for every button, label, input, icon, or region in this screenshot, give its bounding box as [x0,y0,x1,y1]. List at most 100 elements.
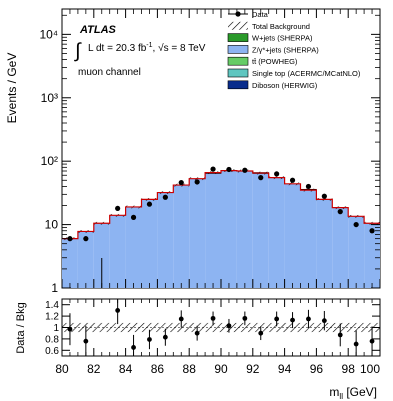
y-tick-label: 10³ [41,91,58,105]
legend-label: Diboson (HERWIG) [252,81,318,90]
ratio-point [115,308,121,313]
ratio-point [83,338,89,344]
data-point [115,205,121,212]
ratio-point [369,338,375,344]
ratio-point [242,315,248,321]
x-tick-label: 86 [151,362,165,376]
x-axis-unit: [GeV] [343,385,377,399]
bar-z-jets-sherpa- [316,199,333,288]
ratio-point [274,316,280,322]
data-point [210,166,216,172]
x-tick-label: 94 [278,362,292,376]
bar-z-jets-sherpa- [77,231,94,288]
lumi-superscript: -1 [146,42,152,49]
data-point [146,201,153,207]
ratio-point [162,334,168,340]
data-point [178,179,184,186]
ratio-y-tick-label: 1 [53,323,59,334]
ratio-point [353,341,359,347]
y-tick-label: 10² [41,154,58,168]
ratio-point [226,323,232,329]
data-point [194,179,200,185]
bar-z-jets-sherpa- [157,192,174,288]
data-point [67,236,73,242]
bar-z-jets-sherpa- [125,206,142,288]
x-tick-label: 100 [360,362,380,376]
bar-z-jets-sherpa- [93,223,110,288]
bar-z-jets-sherpa- [236,171,253,288]
data-point [337,209,343,215]
data-point [353,221,359,228]
data-point [305,183,312,190]
bar-z-jets-sherpa- [364,223,380,288]
ratio-y-tick-label: 0.6 [45,346,59,357]
legend-data-marker [235,11,241,17]
bar-z-jets-sherpa- [62,238,78,288]
data-point [274,171,280,177]
x-axis-label: mll [GeV] [329,385,377,401]
ratio-point [306,316,311,322]
bar-z-jets-sherpa- [332,207,349,288]
y-tick-label: 10⁴ [39,27,58,41]
ratio-point [131,345,136,350]
legend-label: Single top (ACERMC/MCatNLO) [252,69,361,78]
x-tick-label: 98 [342,362,356,376]
legend-label: Data [252,10,269,19]
data-point [321,193,327,199]
x-tick-label: 90 [214,362,228,376]
data-point [289,177,296,183]
bar-z-jets-sherpa- [348,216,365,288]
legend-label: Z/γ*+jets (SHERPA) [252,45,319,54]
x-tick-label: 88 [183,362,197,376]
bar-z-jets-sherpa- [109,215,126,288]
legend-swatch [227,33,249,42]
ratio-point [290,317,295,323]
ratio-y-axis-label: Data / Bkg [15,302,27,353]
channel-label: muon channel [78,67,141,78]
data-point [83,236,89,242]
sqrt-symbol: √ [158,42,164,54]
data-point [130,214,137,220]
bar-z-jets-sherpa- [284,183,301,288]
integral-sign: ∫ [74,40,82,62]
ratio-point [258,330,264,336]
legend-swatch [227,68,249,78]
legend-swatch [227,80,249,90]
ratio-point [321,318,327,324]
y-tick-label: 10 [45,218,59,232]
data-point [242,167,248,173]
ratio-point [147,337,152,342]
data-point [226,166,232,173]
legend-label: W+jets (SHERPA) [252,34,313,43]
bar-z-jets-sherpa- [268,177,285,288]
data-point [369,228,375,234]
ratio-point [210,315,216,321]
bar-z-jets-sherpa- [252,173,269,288]
y-tick-label: 1 [51,281,58,295]
bar-z-jets-sherpa- [189,178,206,288]
ratio-point [337,332,343,338]
atlas-label: ATLAS [79,24,117,36]
legend-swatch [227,45,249,54]
ratio-panel: 0.60.811.21.4 80 82 84 86 88 90 92 94 96 98 100 Da… [15,298,381,401]
lumi-prefix: L dt = 20.3 fb [88,43,147,54]
x-tick-label: 80 [55,362,69,376]
main-panel: 1 10 10² 10³ 10⁴ Events / GeV ATLAS ∫ L dt =… [5,8,381,295]
ratio-y-tick-label: 1.4 [45,300,59,311]
legend-hatch-swatch [228,21,248,30]
ratio-y-tick-label: 0.8 [45,334,59,345]
main-y-axis-label: Events / GeV [5,53,19,124]
x-tick-label: 82 [87,362,101,376]
legend-label: Total Background [252,22,310,31]
data-point [258,175,264,181]
legend-swatch [227,56,249,66]
bar-z-jets-sherpa- [300,190,317,288]
data-point [162,194,168,200]
ratio-uncertainty-band [62,322,380,333]
ratio-y-tick-label: 1.2 [45,312,59,323]
x-tick-label: 96 [310,362,324,376]
x-tick-label: 84 [119,362,133,376]
energy-label: s = 8 TeV [164,43,206,54]
lumi-separator: , [153,43,159,54]
bar-z-jets-sherpa- [173,185,190,288]
